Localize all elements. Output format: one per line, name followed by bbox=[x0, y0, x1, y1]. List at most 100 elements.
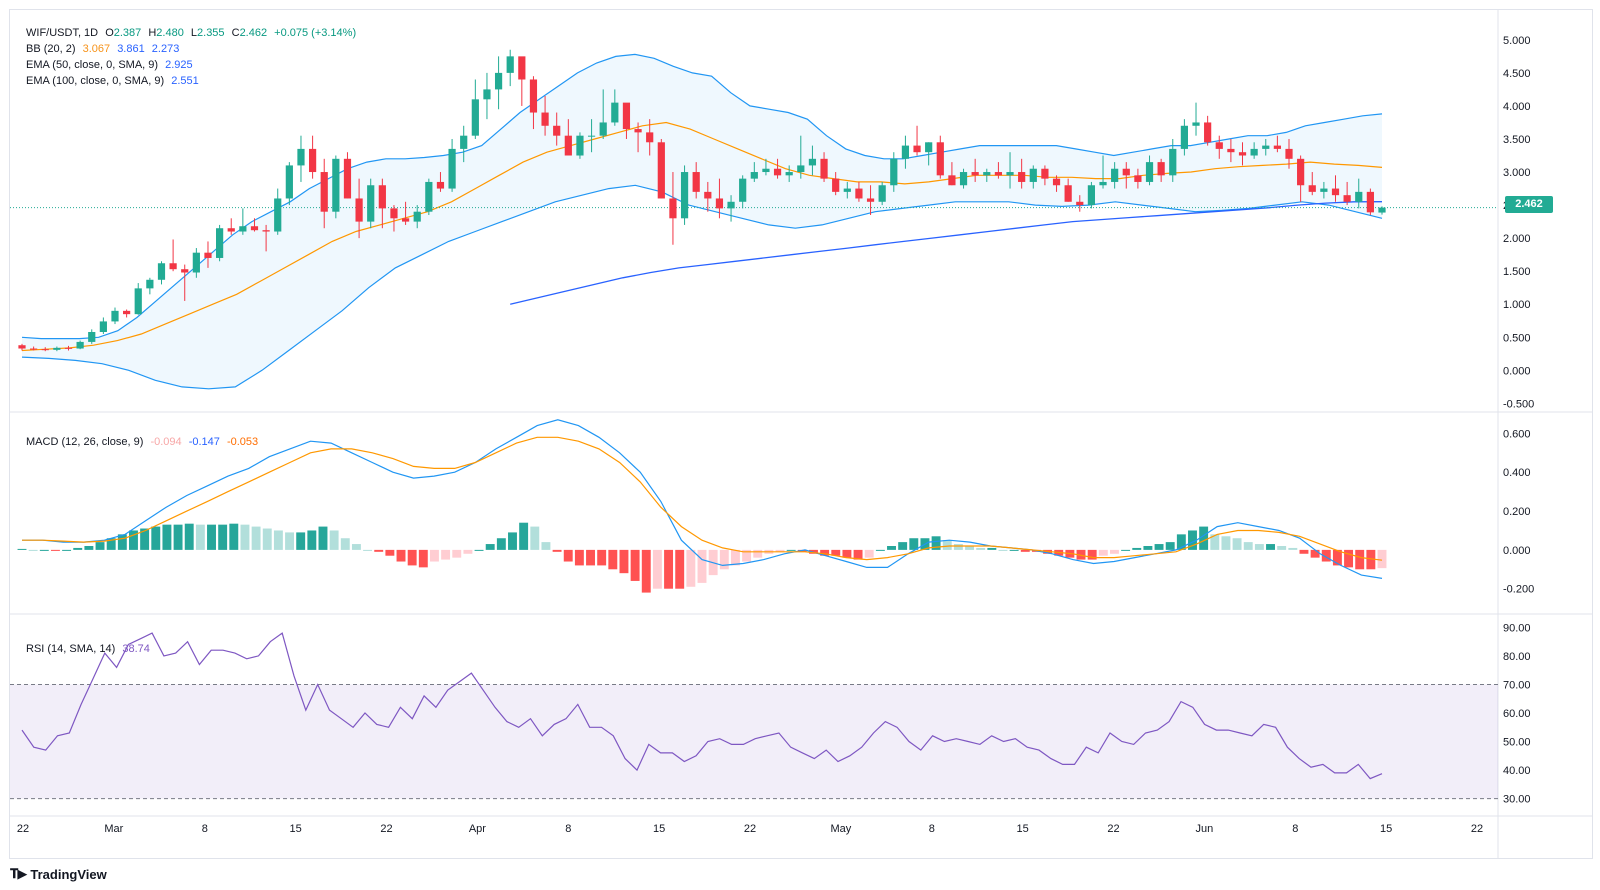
rsi-axis-tick: 60.00 bbox=[1503, 708, 1531, 720]
candle-body bbox=[378, 185, 386, 209]
price-axis-tick: -0.500 bbox=[1503, 398, 1534, 410]
macd-axis-tick: 0.000 bbox=[1503, 545, 1531, 557]
bb-lower-line bbox=[21, 184, 1383, 390]
macd-histogram-bar bbox=[307, 530, 317, 550]
candle-body bbox=[1122, 168, 1130, 176]
price-axis-tick: 4.000 bbox=[1503, 101, 1531, 113]
candle-body bbox=[1087, 185, 1096, 206]
price-axis-tick: 3.500 bbox=[1503, 134, 1531, 146]
candle-body bbox=[460, 135, 468, 149]
macd-histogram-bar bbox=[329, 530, 339, 550]
macd-histogram-bar bbox=[719, 549, 729, 570]
ema100-legend[interactable]: EMA (100, close, 0, SMA, 9) 2.551 bbox=[26, 75, 203, 87]
macd-histogram-bar bbox=[1310, 549, 1320, 558]
candle-body bbox=[518, 56, 526, 80]
macd-histogram-bar bbox=[184, 523, 194, 550]
macd-histogram-bar bbox=[340, 538, 350, 550]
time-axis-tick: 15 bbox=[1380, 823, 1392, 835]
candle-body bbox=[413, 211, 421, 222]
rsi-label: RSI (14, SMA, 14) bbox=[26, 643, 116, 655]
bb-upper-value: 3.861 bbox=[117, 43, 145, 55]
candle-body bbox=[1262, 145, 1270, 149]
macd-histogram-bar bbox=[240, 524, 250, 550]
rsi-axis-tick: 80.00 bbox=[1503, 651, 1531, 663]
symbol-title[interactable]: WIF/USDT, 1D bbox=[26, 27, 99, 39]
candle-body bbox=[390, 208, 398, 219]
macd-histogram-bar bbox=[530, 526, 540, 550]
macd-histogram-bar bbox=[563, 549, 573, 562]
high-value: 2.480 bbox=[156, 27, 184, 39]
brand-logo[interactable]: 𝐓▶ TradingView bbox=[10, 866, 107, 882]
macd-histogram-bar bbox=[129, 530, 138, 550]
open-label: O bbox=[105, 27, 114, 39]
price-axis-tick: 3.000 bbox=[1503, 167, 1531, 179]
macd-histogram-bar bbox=[385, 549, 395, 556]
candle-body bbox=[239, 226, 247, 232]
bb-lower-value: 2.273 bbox=[151, 43, 180, 55]
candle-body bbox=[1215, 142, 1223, 149]
candle-body bbox=[1343, 195, 1351, 202]
macd-histogram-bar bbox=[909, 538, 919, 550]
macd-histogram-bar bbox=[1321, 549, 1331, 562]
macd-histogram-bar bbox=[675, 549, 685, 589]
time-axis-tick: 8 bbox=[1292, 823, 1298, 835]
macd-histogram-bar bbox=[39, 549, 49, 551]
candle-body bbox=[541, 112, 549, 126]
candle-body bbox=[1273, 145, 1281, 149]
macd-histogram-bar bbox=[541, 542, 551, 550]
macd-histogram-bar bbox=[485, 544, 495, 550]
macd-histogram-bar bbox=[441, 549, 451, 560]
macd-axis-tick: 0.600 bbox=[1503, 428, 1531, 440]
macd-histogram-bar bbox=[1154, 544, 1164, 550]
macd-histogram-bar bbox=[1355, 549, 1365, 570]
candle-body bbox=[169, 263, 177, 270]
rsi-legend[interactable]: RSI (14, SMA, 14) 38.74 bbox=[26, 643, 154, 655]
candle-body bbox=[1029, 168, 1037, 182]
ema50-legend[interactable]: EMA (50, close, 0, SMA, 9) 2.925 bbox=[26, 59, 197, 71]
candle-body bbox=[308, 148, 317, 173]
candle-body bbox=[436, 181, 445, 189]
price-axis-tick: 1.500 bbox=[1503, 266, 1531, 278]
candle-body bbox=[727, 201, 735, 209]
macd-histogram-bar bbox=[73, 547, 83, 550]
candle-body bbox=[855, 188, 863, 199]
ema100-label: EMA (100, close, 0, SMA, 9) bbox=[26, 75, 165, 87]
macd-line-value: -0.147 bbox=[188, 436, 220, 448]
time-axis-tick: 22 bbox=[17, 823, 29, 835]
macd-histogram-bar bbox=[496, 538, 506, 550]
macd-histogram-bar bbox=[753, 549, 763, 558]
macd-legend[interactable]: MACD (12, 26, close, 9) -0.094 -0.147 -0… bbox=[26, 436, 262, 448]
price-axis-tick: 1.000 bbox=[1503, 299, 1531, 311]
candle-body bbox=[634, 129, 642, 133]
macd-histogram-bar bbox=[285, 532, 294, 550]
candle-body bbox=[576, 135, 584, 156]
candle-body bbox=[1134, 175, 1142, 182]
chart-canvas[interactable]: 5.0004.5004.0003.5003.0002.5002.0001.500… bbox=[10, 10, 1592, 858]
candle-body bbox=[250, 226, 259, 231]
macd-histogram-bar bbox=[218, 524, 228, 550]
candle-body bbox=[227, 228, 235, 232]
time-axis-tick: Apr bbox=[469, 823, 486, 835]
bb-legend[interactable]: BB (20, 2) 3.067 3.861 2.273 bbox=[26, 43, 183, 55]
bb-basis-line bbox=[21, 121, 1383, 352]
candle-body bbox=[657, 142, 665, 199]
macd-histogram-bar bbox=[1110, 549, 1119, 554]
macd-histogram-bar bbox=[775, 549, 785, 552]
macd-histogram-bar bbox=[1132, 547, 1142, 550]
candle-body bbox=[181, 269, 189, 273]
candle-body bbox=[1041, 168, 1049, 179]
macd-histogram-bar bbox=[1210, 534, 1220, 550]
macd-histogram-bar bbox=[619, 549, 629, 574]
macd-histogram-bar bbox=[697, 549, 707, 583]
macd-histogram-bar bbox=[630, 549, 640, 581]
macd-axis-tick: -0.200 bbox=[1503, 584, 1534, 596]
macd-histogram-bar bbox=[407, 549, 417, 566]
candle-body bbox=[983, 172, 991, 176]
macd-histogram-bar bbox=[195, 524, 205, 550]
candle-body bbox=[715, 198, 724, 209]
candle-body bbox=[1227, 148, 1235, 153]
open-value: 2.387 bbox=[113, 27, 142, 39]
macd-histogram-bar bbox=[942, 540, 952, 550]
macd-histogram-bar bbox=[84, 546, 94, 550]
candle-body bbox=[483, 89, 491, 100]
